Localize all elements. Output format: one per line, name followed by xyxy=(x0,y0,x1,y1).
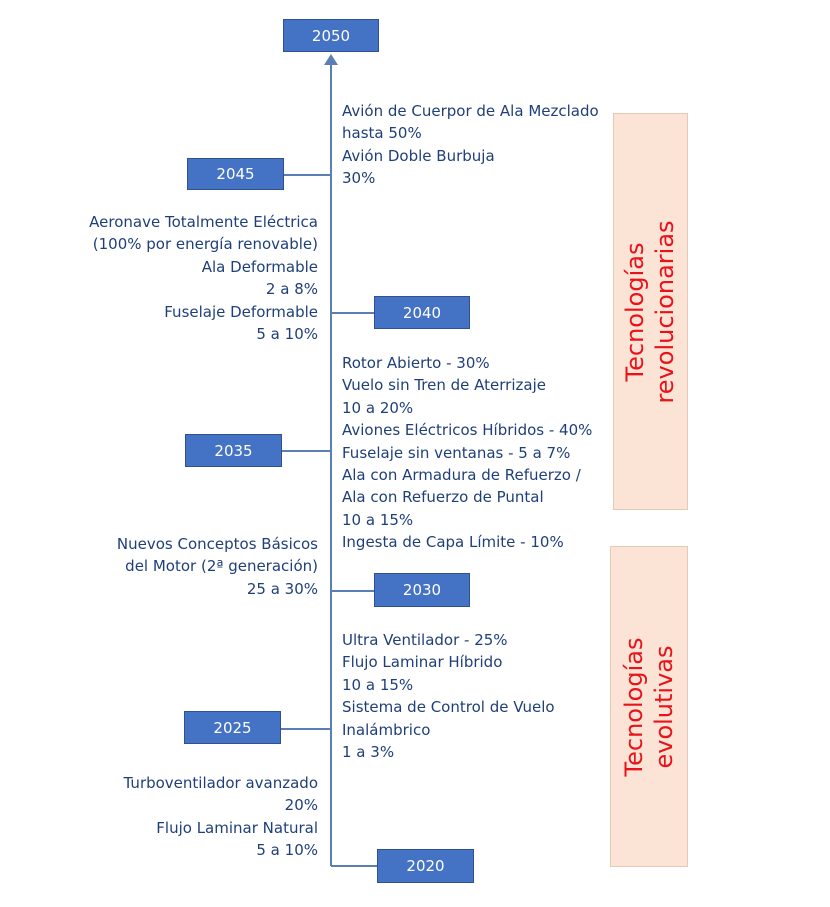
tech-line: Aeronave Totalmente Eléctrica xyxy=(89,213,318,231)
timeline-arrowhead xyxy=(324,54,338,65)
connector-2025 xyxy=(281,728,331,730)
tech-line: Avión Doble Burbuja xyxy=(342,146,495,165)
tech-line: Rotor Abierto - 30% xyxy=(342,354,490,372)
connector-2045 xyxy=(284,174,331,176)
tech-block-2030: Nuevos Conceptos Básicos del Motor (2ª g… xyxy=(117,533,318,600)
tech-line: Avión de Cuerpor de Ala Mezclado xyxy=(342,102,599,120)
tech-block-2040: Aeronave Totalmente Eléctrica (100% por … xyxy=(89,211,318,345)
tech-line: Vuelo sin Tren de Aterrizaje xyxy=(342,376,546,395)
evolutionary-tech-label: Tecnologías evolutivas xyxy=(619,507,679,907)
tech-line: Inalámbrico xyxy=(342,720,431,739)
tech-block-2045: Avión de Cuerpor de Ala Mezclado hasta 5… xyxy=(342,100,599,190)
tech-line: del Motor (2ª generación) xyxy=(125,557,318,576)
revolutionary-tech-band xyxy=(613,113,688,510)
tech-line: 5 a 10% xyxy=(256,841,318,860)
tech-line: 25 a 30% xyxy=(246,579,318,598)
year-box-2035: 2035 xyxy=(185,434,282,467)
tech-line: 2 a 8% xyxy=(265,280,318,299)
tech-line: Aviones Eléctricos Híbridos - 40% xyxy=(342,421,593,440)
connector-2035 xyxy=(282,450,331,452)
tech-line: Turboventilador avanzado xyxy=(123,774,318,792)
year-box-2020: 2020 xyxy=(377,849,474,883)
band-label-line: Tecnologías xyxy=(620,637,648,777)
tech-line: Fuselaje sin ventanas - 5 a 7% xyxy=(342,443,571,462)
tech-block-2020: Turboventilador avanzado 20% Flujo Lamin… xyxy=(124,772,318,862)
band-label-line: evolutivas xyxy=(650,645,678,769)
tech-line: Ala Deformable xyxy=(201,257,318,276)
tech-block-2025: Ultra Ventilador - 25% Flujo Laminar Híb… xyxy=(342,629,555,763)
tech-line: 10 a 15% xyxy=(342,675,414,694)
tech-line: Ala con Refuerzo de Puntal xyxy=(342,488,544,507)
revolutionary-tech-label: Tecnologías revolucionarias xyxy=(620,112,680,512)
tech-line: Flujo Laminar Híbrido xyxy=(342,653,503,672)
tech-line: hasta 50% xyxy=(342,124,422,143)
year-box-2045: 2045 xyxy=(187,158,284,190)
tech-line: Fuselaje Deformable xyxy=(164,302,318,321)
evolutionary-tech-band xyxy=(610,546,688,867)
year-box-2025: 2025 xyxy=(184,711,281,744)
connector-2030 xyxy=(331,590,374,592)
tech-line: 5 a 10% xyxy=(256,325,318,344)
timeline-axis xyxy=(330,60,332,866)
tech-line: Sistema de Control de Vuelo xyxy=(342,698,555,717)
tech-line: Flujo Laminar Natural xyxy=(156,818,318,837)
tech-line: 10 a 15% xyxy=(342,510,414,529)
connector-2020 xyxy=(331,865,377,867)
tech-line: 1 a 3% xyxy=(342,743,395,762)
tech-line: (100% por energía renovable) xyxy=(92,235,318,254)
tech-line: Nuevos Conceptos Básicos xyxy=(116,535,318,553)
tech-line: Ingesta de Capa Límite - 10% xyxy=(342,533,564,552)
band-label-line: Tecnologías xyxy=(621,242,649,382)
tech-line: Ultra Ventilador - 25% xyxy=(342,631,508,649)
tech-line: 20% xyxy=(284,796,318,815)
year-box-2030: 2030 xyxy=(374,573,470,607)
tech-line: Ala con Armadura de Refuerzo / xyxy=(342,466,581,485)
tech-line: 10 a 20% xyxy=(342,398,414,417)
year-box-2050: 2050 xyxy=(283,19,379,52)
tech-block-2035: Rotor Abierto - 30% Vuelo sin Tren de At… xyxy=(342,352,592,554)
band-label-line: revolucionarias xyxy=(651,220,679,404)
connector-2040 xyxy=(331,312,374,314)
tech-line: 30% xyxy=(342,169,376,188)
year-box-2040: 2040 xyxy=(374,296,470,329)
